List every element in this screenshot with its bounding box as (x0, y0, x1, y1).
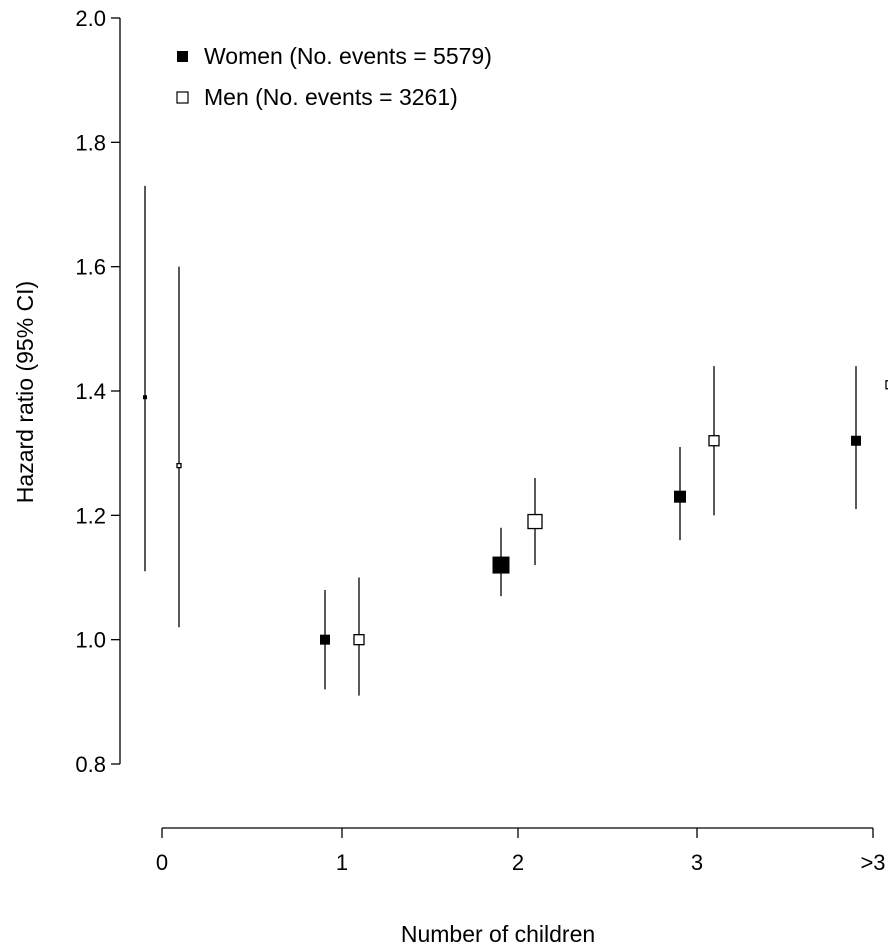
men-hr-marker (708, 435, 720, 447)
x-tick-label: 3 (691, 850, 703, 875)
plot-area (143, 185, 888, 696)
legend-filled-square-icon (177, 51, 188, 62)
y-tick-label: 1.6 (75, 255, 106, 280)
men-hr-marker (353, 634, 365, 646)
women-hr-marker (851, 435, 861, 446)
legend: Women (No. events = 5579) Men (No. events… (176, 43, 492, 110)
legend-entry: Men (No. events = 3261) (204, 84, 458, 110)
legend-entry: Women (No. events = 5579) (204, 43, 492, 69)
x-tick-label: 2 (512, 850, 524, 875)
x-tick-label: 1 (336, 850, 348, 875)
y-tick-label: 1.8 (75, 130, 106, 155)
women-hr-marker (143, 395, 147, 400)
legend-open-square-icon (176, 91, 189, 104)
y-tick-label: 2.0 (75, 6, 106, 31)
women-hr-marker (320, 634, 330, 645)
women-hr-marker (674, 490, 686, 503)
x-axis-title: Number of children (401, 921, 595, 947)
y-tick-label: 1.2 (75, 503, 106, 528)
women-hr-marker (492, 556, 510, 574)
y-axis: 0.8 1.0 1.2 1.4 1.6 1.8 2.0 (75, 6, 121, 777)
men-hr-marker (527, 513, 543, 530)
x-tick-label: 0 (156, 850, 168, 875)
y-tick-label: 0.8 (75, 752, 106, 777)
men-hr-marker (885, 380, 888, 390)
y-tick-label: 1.0 (75, 628, 106, 653)
y-tick-label: 1.4 (75, 379, 106, 404)
x-tick-label: >3 (860, 850, 885, 875)
y-axis-title: Hazard ratio (95% CI) (12, 281, 38, 503)
x-axis: 0 1 2 3 >3 (156, 827, 886, 875)
men-hr-marker (176, 462, 182, 469)
